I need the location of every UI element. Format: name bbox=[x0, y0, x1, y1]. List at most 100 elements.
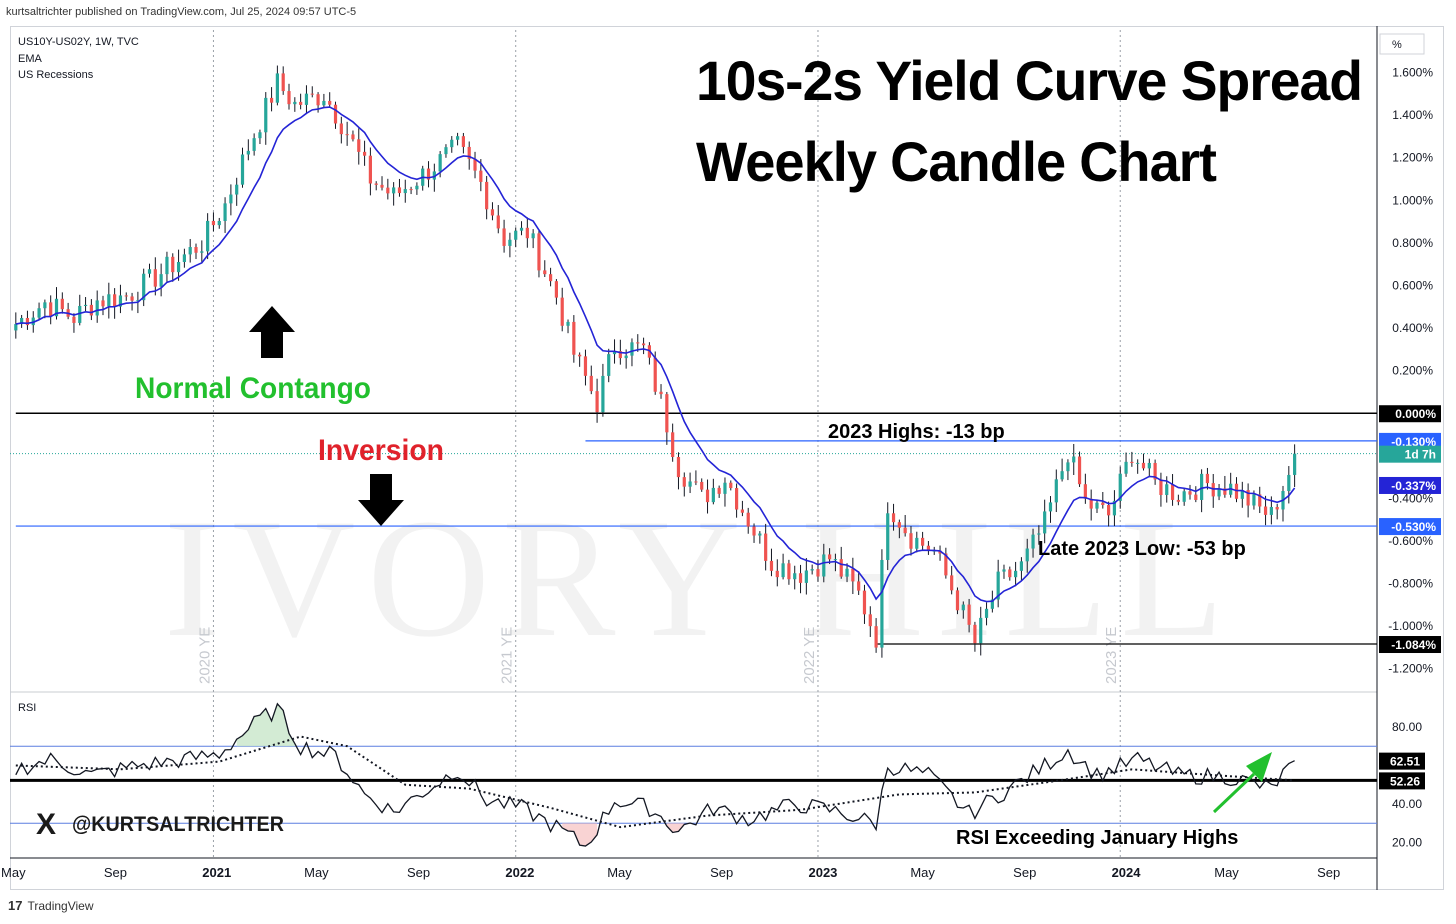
candle bbox=[1054, 469, 1058, 513]
candle bbox=[89, 299, 93, 321]
candle bbox=[264, 92, 268, 145]
candle bbox=[496, 205, 500, 234]
candle-body bbox=[293, 101, 297, 105]
candle bbox=[787, 559, 791, 585]
candle-body bbox=[1240, 490, 1244, 499]
candle-body bbox=[891, 513, 896, 523]
candle bbox=[1083, 473, 1087, 504]
candle-body bbox=[1008, 569, 1012, 578]
candle bbox=[467, 141, 471, 170]
candle-body bbox=[734, 488, 739, 510]
candle-body bbox=[1217, 488, 1221, 497]
candle-body bbox=[316, 94, 320, 106]
candle-body bbox=[676, 456, 681, 478]
candle bbox=[1066, 459, 1070, 481]
price-tick-label: -1.000% bbox=[1388, 619, 1433, 633]
price-tag-bg bbox=[1379, 518, 1441, 536]
candle-body bbox=[101, 300, 105, 307]
candle-body bbox=[839, 559, 843, 577]
time-tick-label: Sep bbox=[104, 865, 127, 880]
candle bbox=[688, 472, 692, 494]
candle bbox=[816, 559, 820, 582]
candle bbox=[659, 384, 663, 399]
candle bbox=[229, 184, 233, 216]
candle-body bbox=[502, 228, 506, 246]
candle-body bbox=[200, 251, 204, 253]
candle-body bbox=[1252, 494, 1256, 506]
candle-body bbox=[909, 533, 913, 549]
candle bbox=[769, 548, 774, 577]
candle-body bbox=[1025, 548, 1029, 562]
candle bbox=[1037, 525, 1041, 545]
candle bbox=[444, 144, 448, 158]
candle-body bbox=[1066, 462, 1070, 472]
candle bbox=[717, 485, 721, 498]
candle-body bbox=[147, 269, 152, 274]
candle-body bbox=[1124, 461, 1128, 474]
candle-body bbox=[926, 545, 931, 552]
year-end-label: 2022 YE bbox=[801, 627, 818, 684]
footer: 17 TradingView bbox=[8, 898, 94, 913]
price-tick-label: 0.200% bbox=[1392, 364, 1433, 378]
candle-body bbox=[787, 563, 791, 580]
normal-contango-label: Normal Contango bbox=[135, 372, 371, 405]
candle-body bbox=[519, 227, 524, 231]
candle bbox=[339, 116, 343, 144]
candle-body bbox=[1200, 473, 1204, 500]
price-tag-label: 0.000% bbox=[1395, 407, 1436, 421]
candle bbox=[1200, 469, 1204, 513]
candle bbox=[281, 66, 285, 95]
candle-body bbox=[886, 513, 890, 560]
candle-body bbox=[1269, 506, 1273, 515]
candle bbox=[1293, 444, 1297, 487]
candle bbox=[1107, 501, 1111, 527]
candle bbox=[1077, 451, 1082, 487]
candle bbox=[322, 93, 326, 108]
candle bbox=[142, 268, 146, 307]
percent-toggle bbox=[1379, 33, 1425, 55]
candle-body bbox=[25, 317, 30, 326]
candle-body bbox=[485, 181, 489, 210]
candle bbox=[1089, 489, 1093, 521]
candle bbox=[560, 287, 564, 332]
candle bbox=[519, 221, 524, 236]
candle bbox=[246, 139, 250, 161]
candle-body bbox=[984, 608, 989, 618]
candle-body bbox=[258, 132, 262, 139]
candle bbox=[386, 178, 390, 200]
candle-body bbox=[1112, 500, 1117, 516]
rsi-pane: RSI bbox=[10, 702, 1377, 847]
candle-body bbox=[607, 354, 611, 376]
price-tag-label: -0.130% bbox=[1391, 435, 1436, 449]
candle bbox=[450, 136, 454, 153]
candle-body bbox=[1101, 502, 1105, 506]
rsi-zone-fill bbox=[562, 823, 598, 847]
candle-body bbox=[729, 482, 733, 489]
candle bbox=[14, 312, 18, 339]
candle bbox=[107, 282, 111, 319]
candle bbox=[891, 503, 896, 531]
candle bbox=[206, 213, 210, 260]
candle-body bbox=[1118, 473, 1122, 501]
candle-body bbox=[113, 294, 117, 307]
candle-body bbox=[1136, 462, 1140, 464]
candle bbox=[1002, 564, 1006, 579]
candle-body bbox=[548, 274, 553, 282]
candle-body bbox=[630, 342, 634, 356]
candle bbox=[775, 559, 779, 587]
candle bbox=[159, 263, 163, 297]
candle bbox=[211, 212, 216, 232]
candle-body bbox=[688, 481, 692, 487]
candle bbox=[1008, 566, 1012, 581]
candle bbox=[705, 479, 710, 514]
candle bbox=[798, 564, 803, 594]
candle-body bbox=[659, 391, 663, 395]
candle-body bbox=[671, 432, 675, 457]
candle bbox=[124, 292, 128, 301]
candle-body bbox=[1077, 456, 1082, 485]
candle bbox=[1263, 495, 1268, 526]
candle bbox=[996, 559, 1000, 608]
candle bbox=[1147, 458, 1151, 478]
candle bbox=[578, 352, 582, 367]
